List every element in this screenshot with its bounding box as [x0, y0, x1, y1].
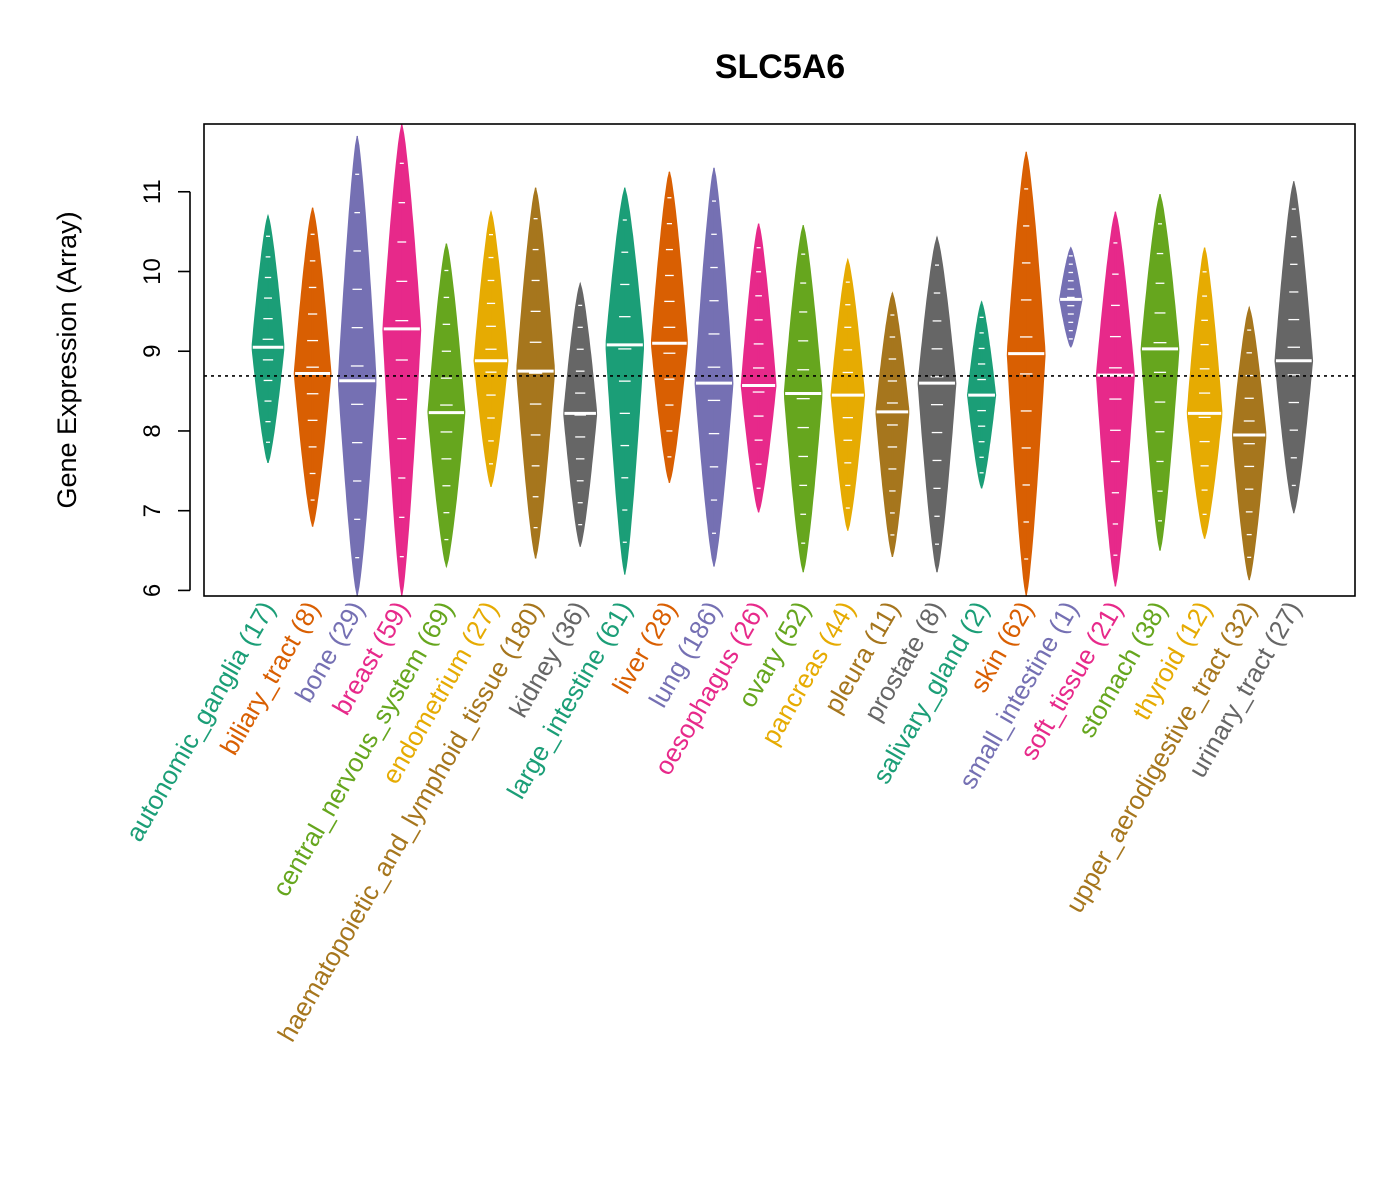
violin	[966, 300, 997, 489]
chart-title: SLC5A6	[715, 48, 845, 86]
violin	[694, 167, 734, 567]
violin	[1095, 211, 1135, 587]
violin	[650, 171, 688, 483]
violins-layer	[251, 123, 1314, 597]
violin	[382, 123, 422, 597]
violin	[338, 135, 377, 597]
violin	[875, 291, 910, 558]
violin	[917, 235, 957, 573]
y-tick-label: 9	[139, 345, 166, 358]
violin	[1059, 246, 1083, 348]
violin	[293, 207, 332, 527]
violin	[1186, 247, 1223, 539]
y-tick-label: 6	[139, 584, 166, 597]
violin	[516, 187, 555, 559]
y-tick-label: 10	[139, 258, 166, 285]
violin	[473, 209, 509, 487]
violin	[1006, 151, 1046, 597]
plot-frame	[203, 123, 1356, 597]
violin	[1140, 194, 1180, 551]
violin	[427, 243, 466, 569]
y-axis: 6 7 8 9 10 11	[139, 179, 191, 597]
violin	[783, 225, 823, 573]
violin	[1232, 305, 1267, 581]
violin	[1274, 181, 1314, 514]
y-axis-label: Gene Expression (Array)	[52, 211, 82, 508]
y-tick-label: 7	[139, 504, 166, 517]
y-tick-label: 8	[139, 424, 166, 437]
y-tick-label: 11	[139, 179, 166, 204]
violin	[251, 213, 285, 464]
violin	[563, 281, 598, 547]
violin	[830, 257, 866, 531]
x-axis-labels: autonomic_ganglia (17)biliary_tract (8)b…	[119, 596, 1307, 1047]
violin	[740, 223, 777, 513]
violin	[605, 187, 645, 575]
